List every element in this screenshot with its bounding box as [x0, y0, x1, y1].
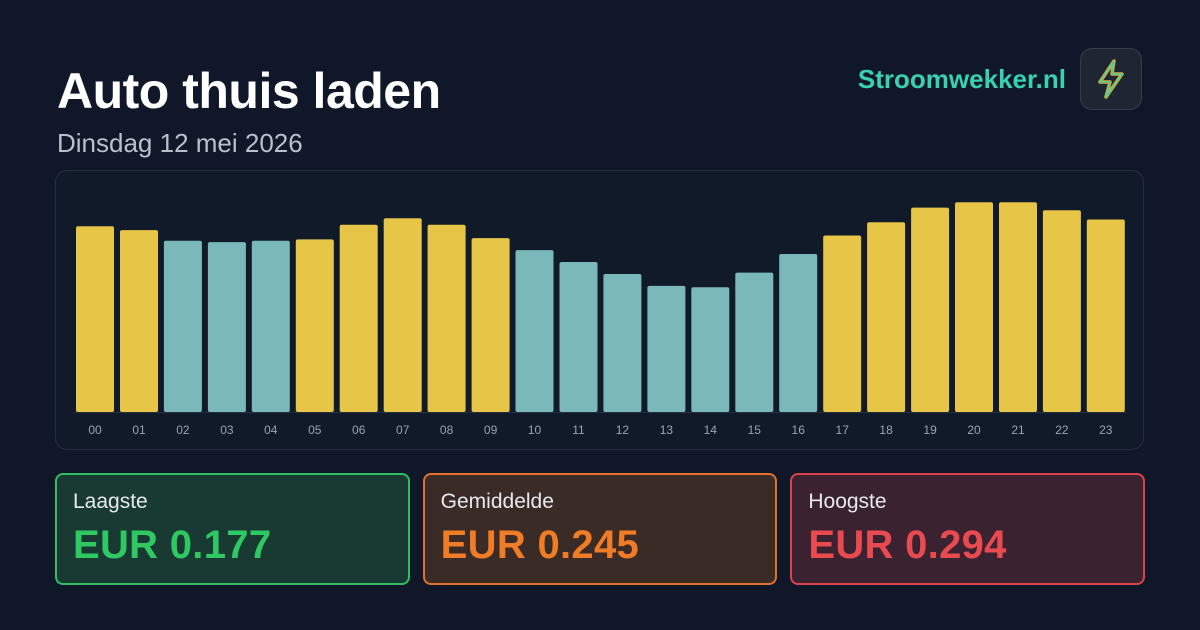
- x-tick-label: 01: [132, 423, 146, 437]
- x-tick-label: 13: [660, 423, 674, 437]
- average-price-card: Gemiddelde EUR 0.245: [422, 473, 778, 585]
- x-tick-label: 18: [879, 423, 893, 437]
- bar-hour-16[interactable]: [779, 254, 818, 412]
- bar-hour-12[interactable]: [603, 274, 642, 412]
- x-tick-label: 07: [396, 423, 410, 437]
- x-tick-label: 00: [88, 423, 102, 437]
- brand-name[interactable]: Stroomwekker.nl: [857, 63, 1066, 94]
- bar-hour-00[interactable]: [76, 226, 114, 412]
- x-tick-label: 04: [264, 423, 278, 437]
- bar-hour-11[interactable]: [559, 262, 598, 412]
- lowest-price-card: Laagste EUR 0.177: [55, 473, 410, 585]
- date-subtitle: Dinsdag 12 mei 2026: [57, 128, 303, 158]
- bar-hour-17[interactable]: [823, 235, 862, 413]
- x-tick-label: 22: [1055, 423, 1069, 437]
- x-tick-label: 10: [528, 423, 542, 437]
- x-tick-label: 02: [176, 423, 190, 437]
- lightning-bolt-icon: [1080, 48, 1142, 110]
- page-title: Auto thuis laden: [57, 63, 441, 119]
- x-tick-label: 05: [308, 423, 322, 437]
- bar-hour-18[interactable]: [867, 222, 906, 412]
- lowest-price-label: Laagste: [73, 490, 148, 513]
- highest-price-label: Hoogste: [808, 490, 887, 513]
- x-tick-label: 06: [352, 423, 366, 437]
- bar-hour-10[interactable]: [515, 250, 554, 412]
- highest-price-card: Hoogste EUR 0.294: [790, 473, 1146, 585]
- bar-hour-06[interactable]: [339, 224, 378, 412]
- stats-cards: Laagste EUR 0.177 Gemiddelde EUR 0.245 H…: [55, 473, 1146, 585]
- bar-hour-14[interactable]: [691, 287, 730, 412]
- bar-hour-20[interactable]: [955, 202, 993, 412]
- bar-hour-09[interactable]: [471, 238, 510, 412]
- lowest-price-value: EUR 0.177: [73, 523, 272, 567]
- x-tick-label: 09: [484, 423, 498, 437]
- x-tick-label: 14: [704, 423, 718, 437]
- bar-hour-05[interactable]: [295, 239, 334, 412]
- bar-hour-13[interactable]: [647, 285, 686, 412]
- x-tick-label: 17: [836, 423, 850, 437]
- x-tick-label: 08: [440, 423, 454, 437]
- bar-chart: 00 01 02 03 04 05 06 07 08 09 10 11 12 13 14 15 16 17 18 19…: [74, 202, 1127, 437]
- bar-hour-21[interactable]: [999, 202, 1037, 412]
- bar-hour-08[interactable]: [427, 224, 466, 412]
- x-tick-label: 11: [572, 423, 585, 437]
- x-tick-label: 19: [923, 423, 937, 437]
- bar-hour-15[interactable]: [735, 272, 774, 412]
- x-tick-label: 23: [1099, 423, 1113, 437]
- bar-hour-03[interactable]: [207, 242, 246, 412]
- highest-price-value: EUR 0.294: [808, 523, 1007, 567]
- bar-hour-19[interactable]: [911, 207, 950, 412]
- bar-hour-22[interactable]: [1042, 210, 1081, 412]
- brand[interactable]: Stroomwekker.nl: [858, 48, 1142, 110]
- bar-hour-23[interactable]: [1086, 219, 1125, 413]
- x-tick-label: 20: [967, 423, 981, 437]
- bar-hour-02[interactable]: [163, 240, 202, 412]
- x-tick-label: 03: [220, 423, 234, 437]
- average-price-label: Gemiddelde: [440, 490, 554, 513]
- bar-hour-04[interactable]: [251, 240, 290, 412]
- x-tick-label: 21: [1011, 423, 1025, 437]
- price-chart: 00 01 02 03 04 05 06 07 08 09 10 11 12 13 14 15 16 17 18 19…: [55, 170, 1144, 450]
- x-tick-label: 12: [616, 423, 630, 437]
- bar-hour-07[interactable]: [383, 218, 422, 412]
- x-tick-label: 15: [748, 423, 762, 437]
- average-price-value: EUR 0.245: [440, 523, 640, 567]
- x-tick-label: 16: [792, 423, 806, 437]
- bar-hour-01[interactable]: [120, 230, 158, 412]
